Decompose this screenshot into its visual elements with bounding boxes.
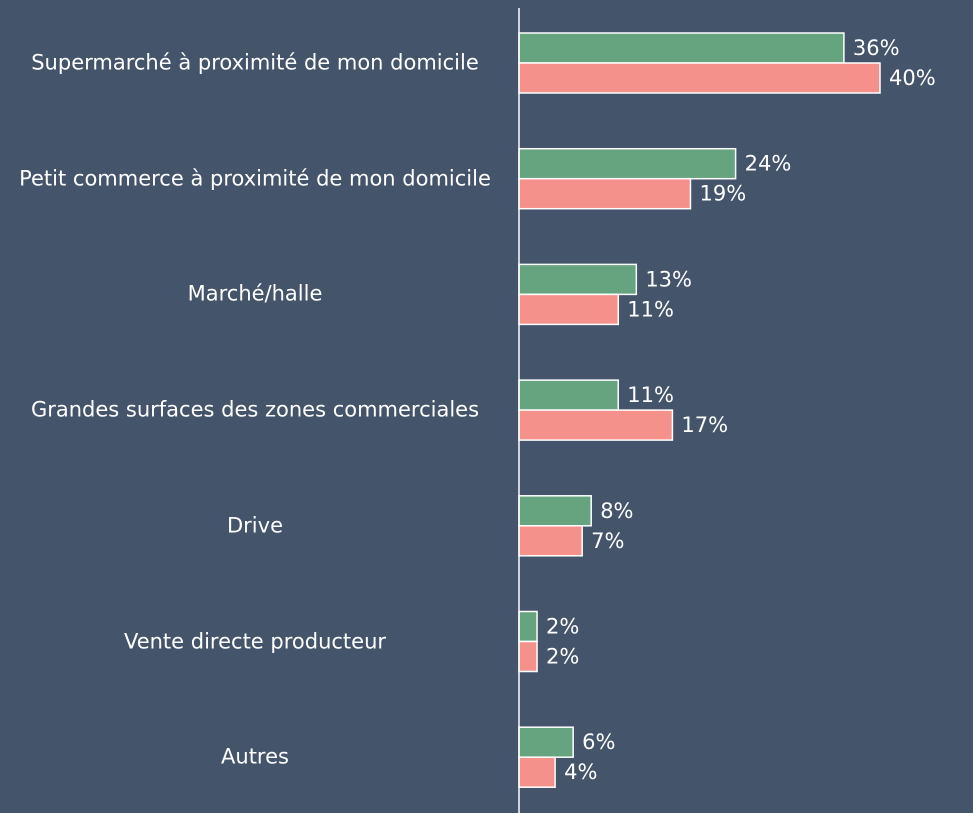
bar: [518, 525, 583, 557]
category-label: Drive: [15, 510, 495, 541]
value-label: 19%: [699, 182, 746, 206]
bar: [518, 495, 592, 527]
value-label: 7%: [591, 529, 624, 553]
category-text: Supermarché à proximité de mon domicile: [31, 50, 479, 75]
bar: [518, 147, 737, 180]
value-label: 13%: [645, 267, 692, 291]
value-label: 11%: [627, 383, 674, 407]
bar: [518, 726, 574, 758]
bar: [518, 293, 620, 326]
category-text: Drive: [227, 513, 283, 538]
value-label: 40%: [889, 66, 936, 90]
bar: [518, 177, 692, 210]
bar: [518, 379, 620, 411]
bar: [518, 32, 845, 64]
bar: [518, 610, 538, 643]
value-label: 8%: [600, 499, 633, 523]
bar: [518, 409, 674, 441]
category-label: Autres: [15, 742, 495, 773]
category-label: Grandes surfaces des zones commerciales: [15, 395, 495, 426]
category-text: Petit commerce à proximité de mon domici…: [19, 166, 491, 191]
bar: [518, 640, 538, 673]
bar: [518, 756, 556, 788]
value-label: 6%: [582, 730, 615, 754]
value-label: 4%: [564, 760, 597, 784]
value-label: 2%: [546, 615, 579, 639]
category-label: Vente directe producteur: [15, 626, 495, 657]
value-label: 11%: [627, 297, 674, 321]
category-label: Supermarché à proximité de mon domicile: [15, 48, 495, 79]
value-label: 17%: [681, 413, 728, 437]
category-text: Autres: [221, 744, 289, 769]
bar: [518, 263, 638, 296]
value-label: 24%: [745, 152, 792, 176]
category-text: Vente directe producteur: [123, 629, 387, 653]
category-text: Grandes surfaces des zones commerciales: [30, 397, 480, 422]
category-label: Petit commerce à proximité de mon domici…: [15, 163, 495, 194]
value-label: 2%: [546, 645, 579, 669]
value-label: 36%: [853, 36, 900, 60]
bar: [518, 62, 881, 94]
category-text: Marché/halle: [187, 281, 323, 306]
category-label: Marché/halle: [15, 279, 495, 310]
